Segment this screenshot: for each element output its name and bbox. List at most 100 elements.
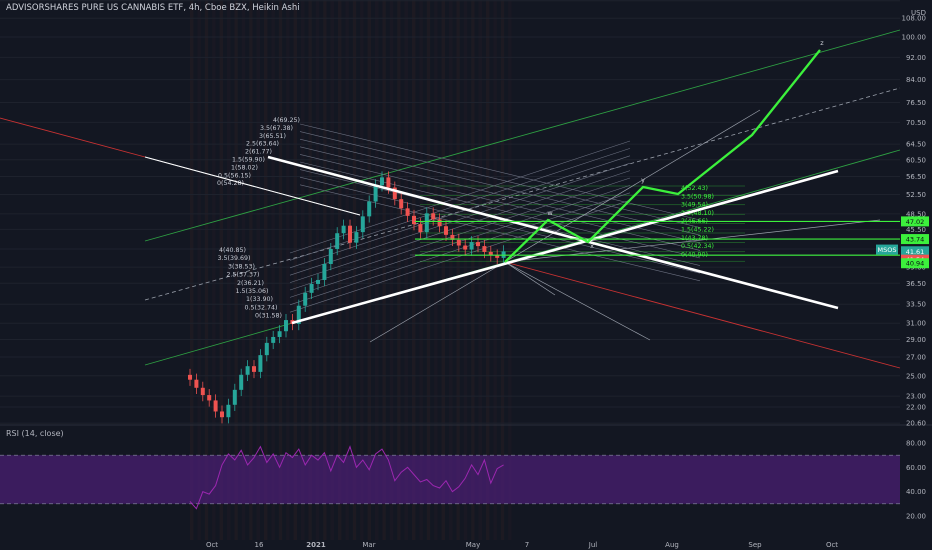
session-band [271, 0, 275, 540]
fib-label: 3.5(50.98) [681, 193, 714, 200]
session-band [190, 0, 194, 540]
fib-line [289, 155, 631, 269]
price-tick: 108.00 [902, 15, 927, 23]
currency-label: USD [911, 9, 926, 17]
candle-body [348, 225, 352, 243]
candle-body [444, 226, 448, 235]
price-label: 43.74 [906, 236, 925, 244]
candle-body [232, 389, 237, 405]
session-band [397, 0, 401, 540]
session-band [219, 0, 223, 540]
candle-body [284, 320, 288, 332]
fib-label: 2.5(63.64) [246, 141, 279, 148]
session-band [441, 0, 445, 540]
channel-line [144, 87, 901, 301]
price-label: 40.94 [906, 260, 925, 268]
candle-body [437, 219, 442, 227]
price-tick: 31.00 [906, 320, 926, 328]
candle-body [501, 251, 506, 258]
session-band [500, 0, 505, 540]
session-band [212, 0, 216, 540]
candle-body [328, 248, 333, 264]
fib-label: 1.5(35.06) [236, 288, 269, 295]
fib-line [299, 131, 701, 228]
candle-body [386, 177, 391, 188]
candle-body [200, 387, 205, 396]
session-band [338, 0, 342, 540]
session-band [404, 0, 408, 540]
fib-line [289, 192, 631, 306]
price-tick: 29.00 [906, 336, 926, 344]
fib-label: 2.5(37.37) [227, 272, 260, 279]
candle-body [341, 225, 346, 234]
rsi-line [189, 445, 504, 510]
channel-line [144, 29, 901, 242]
rsi-tick: 80.00 [906, 440, 926, 448]
rsi-tick: 20.00 [906, 513, 926, 521]
candle-body [373, 185, 378, 202]
grid [0, 0, 932, 426]
session-band [389, 0, 394, 540]
session-band [286, 0, 290, 540]
time-tick: 2021 [306, 541, 326, 549]
price-label: 41.61 [906, 248, 925, 256]
candle-body [456, 239, 461, 246]
fib-label: 3(49.54) [681, 202, 708, 209]
trend-lines [144, 155, 839, 325]
candles [188, 171, 506, 424]
fib-label: 3.5(67.38) [260, 125, 293, 132]
candle-body [239, 374, 244, 390]
price-label-bg [901, 234, 929, 245]
candle-body [476, 242, 480, 247]
price-tick: 52.50 [906, 191, 926, 199]
candle-body [220, 411, 224, 418]
fib-label: 0(54.28) [217, 180, 244, 187]
candle-body [418, 224, 423, 233]
time-tick: May [466, 541, 480, 549]
time-tick: Oct [206, 541, 218, 549]
rsi-title: RSI (14, close) [6, 429, 64, 438]
candle-body [405, 208, 410, 216]
time-tick: 7 [525, 541, 529, 549]
session-band [493, 0, 497, 540]
session-band [241, 0, 246, 540]
fib-label: 0(31.58) [255, 313, 282, 320]
price-label-bg [876, 244, 898, 255]
fib-label: 2(61.77) [245, 149, 272, 156]
candle-body [463, 245, 468, 250]
wave-path [504, 49, 821, 263]
session-band [330, 0, 334, 540]
fib-line [299, 123, 701, 221]
session-band [375, 0, 379, 540]
time-axis[interactable]: Oct 16 2021 Mar May 7 Jul Aug Sep Oct [206, 541, 838, 549]
candle-body [488, 251, 493, 256]
price-label-bg [901, 216, 929, 227]
wave-label: z [820, 39, 824, 47]
fib-line [299, 154, 701, 251]
price-tick: 23.00 [906, 393, 926, 401]
fib-label: 1.5(45.22) [681, 227, 714, 234]
candle-body [245, 366, 250, 375]
fib-label: 3(38.53) [228, 263, 255, 270]
session-band [360, 0, 364, 540]
session-band [308, 0, 312, 540]
candle-body [188, 374, 192, 380]
fib-line [289, 199, 631, 313]
rsi-pane [0, 445, 900, 510]
candle-body [469, 242, 474, 250]
fib-label: 1(33.90) [246, 296, 273, 303]
price-tick: 20.60 [906, 420, 926, 428]
fib-label: 3(65.51) [259, 133, 286, 140]
time-tick: Sep [748, 541, 762, 549]
wave-label: x [590, 242, 594, 250]
fan-ray [504, 109, 761, 263]
candle-body [271, 336, 276, 343]
candle-body [399, 199, 404, 209]
session-band [449, 0, 453, 540]
fib-line [289, 148, 631, 261]
price-tick: 48.50 [906, 210, 926, 218]
candle-body [277, 331, 282, 337]
candle-body [309, 283, 314, 293]
